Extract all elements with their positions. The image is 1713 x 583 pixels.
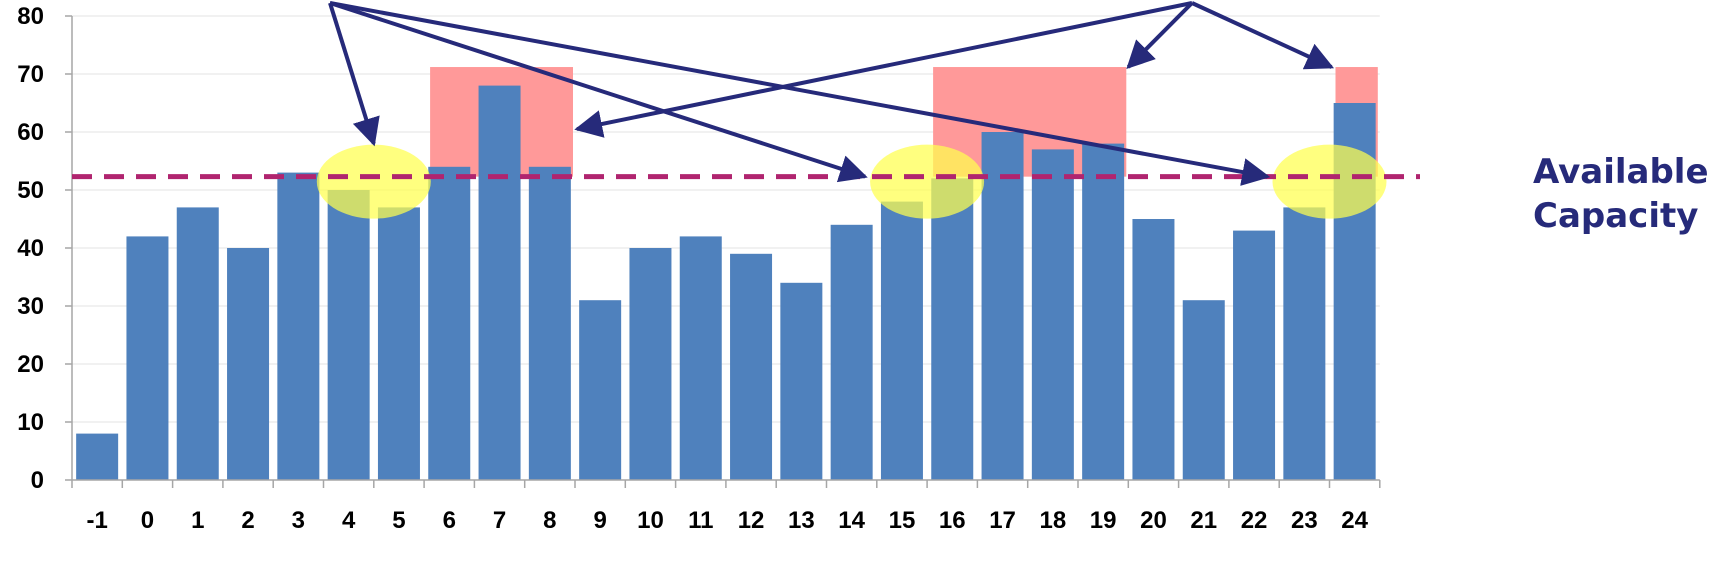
bar-8 [528,166,571,481]
bar-19 [1082,143,1125,480]
x-tick-label: 8 [543,507,556,534]
x-tick-label: 11 [688,507,713,534]
y-tick-label: 40 [17,235,44,262]
x-tick-label: 16 [939,507,966,534]
bar-10 [629,248,672,480]
arrow-to-slack-15 [329,1,868,183]
capacity-label: Available Capacity [1533,150,1709,238]
y-tick-label: 20 [17,351,44,378]
bar-14 [830,224,873,480]
y-tick-label: 80 [17,3,44,30]
x-tick-label: 23 [1291,507,1318,534]
y-tick-label: 50 [17,177,44,204]
bar-22 [1233,230,1276,480]
x-tick-label: 24 [1341,507,1368,534]
x-tick-label: 18 [1039,507,1066,534]
bar-2 [227,248,270,480]
y-tick-label: 10 [17,409,44,436]
y-tick-label: 70 [17,61,44,88]
annotation-arrows [328,1,1335,186]
bar-17 [981,132,1024,480]
arrow-to-region-16 [1126,1,1194,70]
x-tick-label: 10 [637,507,664,534]
x-tick-label: 15 [889,507,916,534]
x-tick-label: -1 [86,507,107,534]
x-tick-label: 1 [191,507,204,534]
slack-highlights [316,144,1387,219]
x-tick-label: 6 [443,507,456,534]
bar-3 [277,172,320,480]
bar-5 [377,207,420,480]
x-tick-label: 7 [493,507,506,534]
x-tick-label: 21 [1190,507,1217,534]
bar-15 [880,201,923,480]
arrow-to-region-24 [1191,1,1335,70]
bar-9 [579,300,622,480]
bar-13 [780,282,823,480]
x-tick-label: 17 [989,507,1016,534]
x-tick-label: 5 [392,507,405,534]
x-tick-label: 0 [141,507,154,534]
slack-highlight-15 [870,144,985,219]
arrow-to-slack-4 [328,2,380,147]
bar-11 [679,236,722,480]
x-tick-label: 4 [342,507,356,534]
bar-16 [931,178,974,480]
x-tick-label: 13 [788,507,815,534]
bar-1 [176,207,219,480]
bars [76,85,1376,481]
y-tick-label: 0 [31,467,44,494]
slack-highlight-23 [1272,144,1387,219]
slack-highlight-4 [316,144,431,219]
bar-20 [1132,219,1175,480]
bar-18 [1031,149,1074,480]
capacity-label-line1: Available [1533,152,1709,192]
bar-21 [1182,300,1225,480]
bar-12 [730,253,773,480]
x-tick-label: 22 [1241,507,1268,534]
x-tick-label: 12 [738,507,765,534]
y-tick-label: 30 [17,293,44,320]
bar-0 [126,236,169,480]
bar-7 [478,85,521,480]
bar-23 [1283,207,1326,480]
x-tick-label: 3 [292,507,305,534]
x-tick-label: 9 [593,507,606,534]
arrow-to-region-6 [574,1,1193,138]
bar-6 [428,166,471,481]
capacity-label-line2: Capacity [1533,196,1699,236]
bar--1 [76,433,119,480]
y-tick-label: 60 [17,119,44,146]
x-tick-label: 2 [241,507,254,534]
x-tick-label: 20 [1140,507,1167,534]
x-tick-label: 14 [838,507,865,534]
arrow-to-slack-23 [329,1,1271,186]
x-tick-label: 19 [1090,507,1117,534]
bar-4 [327,190,370,480]
